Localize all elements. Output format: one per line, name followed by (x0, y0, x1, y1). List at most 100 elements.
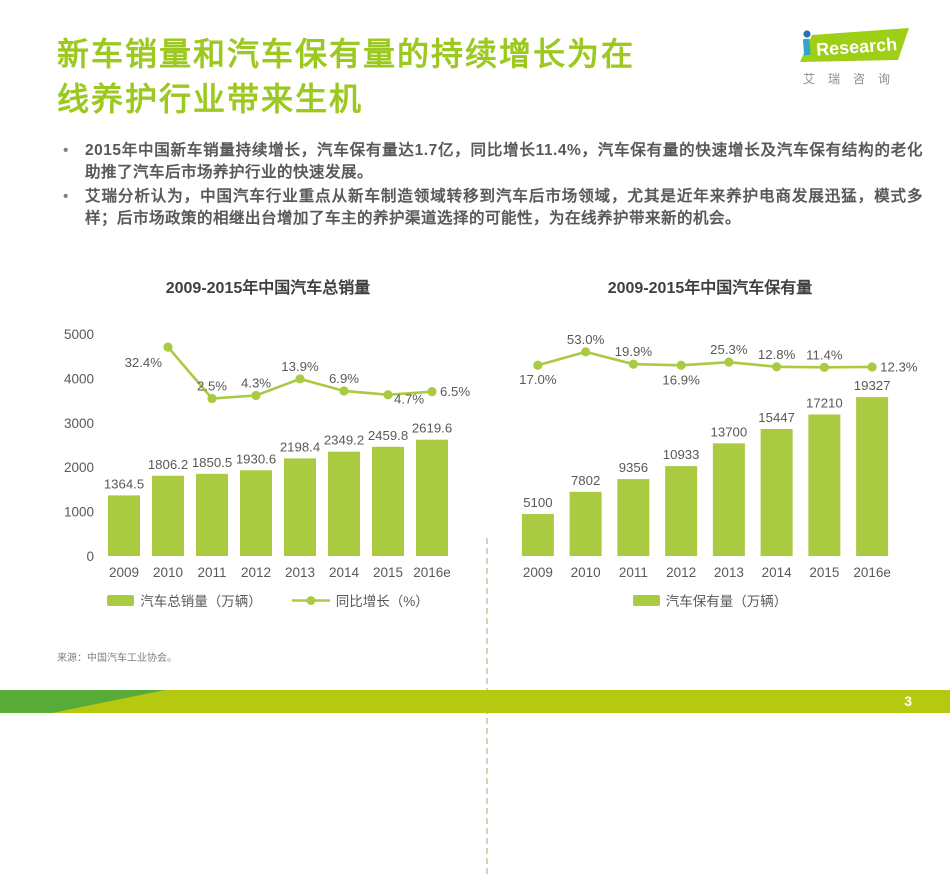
legend-bar-swatch-icon (107, 594, 135, 606)
chart-plot: 5100 7802 9356 10933 13700 15447 17210 19327 200… (519, 332, 918, 580)
y-tick-label: 1000 (64, 505, 94, 520)
line-point (676, 360, 686, 370)
bar-value-label: 17210 (806, 395, 843, 410)
growth-percent-label: 19.9% (615, 344, 653, 359)
growth-percent-label: 25.3% (710, 342, 748, 357)
car-ownership-chart: 2009-2015年中国汽车保有量 5100 7802 9356 10933 13700… (498, 272, 922, 610)
bar-value-label: 1364.5 (104, 476, 144, 491)
line-point (581, 347, 591, 357)
bar-value-label: 2198.4 (280, 439, 320, 454)
legend-line-marker-icon (291, 595, 330, 605)
growth-percent-label: 6.5% (440, 384, 470, 399)
chart-legend: 汽车总销量（万辆） 同比增长（%） (56, 590, 480, 610)
y-tick-label: 2000 (64, 460, 94, 475)
growth-percent-label: 6.9% (329, 371, 359, 386)
bar (416, 439, 448, 556)
x-tick-label: 2010 (571, 565, 601, 580)
x-tick-label: 2013 (285, 565, 315, 580)
growth-percent-label: 12.8% (758, 347, 796, 362)
line-point (251, 390, 261, 401)
line-point (819, 362, 829, 372)
footer-corner-shape (0, 690, 165, 713)
bar (240, 470, 272, 556)
bullet-item: • 艾瑞分析认为，中国汽车行业重点从新车制造领域转移到汽车后市场领域，尤其是近年来… (57, 186, 923, 230)
logo-i-dot-icon (803, 30, 811, 38)
bar-value-label: 1850.5 (192, 455, 232, 470)
y-tick-label: 4000 (64, 371, 94, 386)
bar (808, 414, 841, 556)
bar (372, 446, 404, 556)
bar (108, 495, 140, 556)
x-tick-label: 2016e (413, 565, 451, 580)
line-point (339, 386, 349, 396)
page-title-line2: 线养护行业带来生机 (57, 81, 364, 117)
x-tick-label: 2009 (109, 565, 139, 580)
bar-value-label: 2619.6 (412, 421, 452, 436)
footer-bar: 3 (0, 690, 950, 713)
x-tick-label: 2011 (197, 565, 226, 580)
chart-title: 2009-2015年中国汽车保有量 (607, 280, 813, 297)
line-point (207, 393, 217, 404)
y-tick-label: 3000 (64, 416, 94, 431)
iresearch-logo: Research 艾瑞咨询 (795, 26, 917, 90)
x-tick-label: 2013 (714, 565, 744, 580)
bar (328, 451, 360, 556)
growth-percent-label: 12.3% (880, 359, 918, 374)
bar (152, 475, 184, 556)
x-tick-label: 2012 (241, 565, 271, 580)
legend-item: 汽车保有量（万辆） (632, 590, 787, 610)
line-point (772, 362, 782, 372)
bar-value-label: 2349.2 (324, 433, 364, 448)
legend-label: 汽车总销量（万辆） (140, 594, 262, 609)
page-title-line1: 新车销量和汽车保有量的持续增长为在 (57, 36, 636, 72)
growth-percent-label: 11.4% (806, 347, 843, 362)
growth-line (536, 350, 874, 369)
source-note: 来源：中国汽车工业协会。 (57, 653, 177, 664)
bar (521, 514, 554, 556)
growth-percent-label: 4.7% (394, 392, 424, 407)
bar-value-label: 10933 (663, 447, 700, 462)
bullet-text: 艾瑞分析认为，中国汽车行业重点从新车制造领域转移到汽车后市场领域，尤其是近年来养… (85, 188, 923, 227)
bar (665, 466, 698, 556)
page-number: 3 (904, 693, 912, 709)
charts-row: 2009-2015年中国汽车总销量 0 1000 2000 3000 4000 5000 1… (0, 272, 950, 874)
line-point (383, 390, 393, 400)
x-tick-label: 2015 (373, 565, 403, 580)
growth-percent-label: 2.5% (197, 379, 227, 394)
y-tick-label: 5000 (64, 327, 94, 342)
x-tick-label: 2016e (853, 565, 891, 580)
line-point (295, 374, 305, 384)
x-tick-label: 2015 (809, 565, 839, 580)
growth-percent-label: 16.9% (662, 372, 700, 387)
x-tick-label: 2012 (666, 565, 696, 580)
bar-value-label: 13700 (711, 424, 748, 439)
chart-legend: 汽车保有量（万辆） (498, 590, 922, 610)
bullet-item: • 2015年中国新车销量持续增长，汽车保有量达1.7亿，同比增长11.4%，汽车… (57, 140, 923, 184)
bullet-text: 2015年中国新车销量持续增长，汽车保有量达1.7亿，同比增长11.4%，汽车保… (85, 142, 923, 181)
bullet-marker-icon: • (63, 142, 69, 159)
bar (569, 491, 602, 556)
iresearch-logo-banner: Research (800, 28, 909, 62)
bullet-marker-icon: • (63, 188, 69, 205)
growth-percent-label: 13.9% (281, 359, 319, 374)
legend-bar-swatch-icon (632, 594, 660, 606)
bar-value-label: 2459.8 (368, 428, 408, 443)
bar-value-label: 1806.2 (148, 457, 188, 472)
growth-percent-label: 32.4% (125, 355, 163, 370)
legend-item: 同比增长（%） (291, 590, 429, 610)
line-point (533, 360, 543, 370)
summary-bullet-list: • 2015年中国新车销量持续增长，汽车保有量达1.7亿，同比增长11.4%，汽车… (57, 140, 923, 232)
bar (196, 473, 228, 556)
line-point (867, 362, 877, 372)
bar-value-label: 1930.6 (236, 451, 276, 466)
bar-value-label: 9356 (619, 460, 648, 475)
line-point (724, 357, 734, 367)
line-point (163, 342, 173, 352)
x-tick-label: 2011 (619, 565, 648, 580)
total-sales-chart: 2009-2015年中国汽车总销量 0 1000 2000 3000 4000 5000 1… (56, 272, 480, 610)
x-tick-label: 2010 (153, 565, 183, 580)
bar-value-label: 7802 (571, 473, 600, 488)
bar (856, 397, 889, 556)
logo-i-stem-icon (802, 38, 811, 56)
bar-value-label: 5100 (523, 495, 552, 510)
